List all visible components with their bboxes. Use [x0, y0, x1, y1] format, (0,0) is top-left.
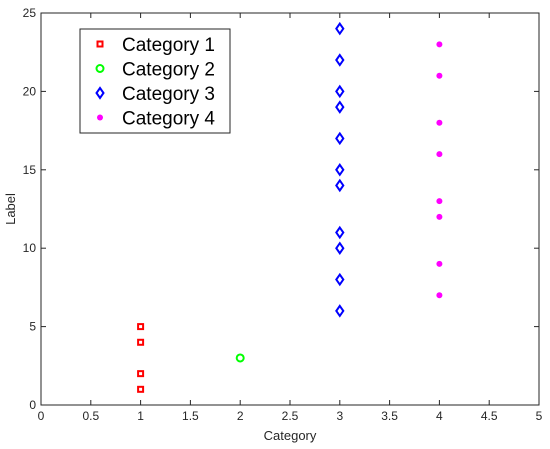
data-point [335, 21, 345, 36]
y-tick-label: 0 [29, 398, 36, 412]
data-point [436, 119, 443, 126]
data-point [335, 178, 345, 193]
data-point [335, 131, 345, 146]
data-point [335, 100, 345, 114]
data-point [436, 198, 443, 205]
x-tick-label: 3.5 [381, 409, 398, 423]
x-tick-label: 0 [38, 409, 45, 423]
y-tick-label: 5 [29, 320, 36, 334]
data-point [436, 260, 443, 267]
legend-label: Category 4 [122, 109, 215, 130]
data-point [137, 338, 145, 346]
x-tick-label: 3 [336, 409, 343, 423]
data-point [137, 370, 145, 378]
data-point [335, 84, 345, 99]
legend-marker [96, 40, 104, 48]
y-axis-title: Label [3, 193, 18, 225]
data-point [436, 213, 443, 220]
x-tick-label: 0.5 [82, 409, 99, 423]
y-tick-label: 25 [23, 6, 37, 20]
data-point [335, 225, 345, 240]
x-tick-label: 2.5 [282, 409, 299, 423]
data-point [137, 385, 145, 393]
data-point [436, 72, 443, 79]
legend-label: Category 2 [122, 60, 215, 81]
legend: Category 1 Category 2 Category 3 Category 4 [79, 28, 231, 134]
series-category-4 [436, 41, 443, 299]
legend-label: Category 3 [122, 84, 215, 105]
data-point [137, 323, 145, 331]
legend-marker [95, 86, 105, 100]
x-tick-label: 1 [137, 409, 144, 423]
series-category-2 [235, 353, 245, 363]
legend-marker [95, 64, 105, 73]
data-point [436, 41, 443, 48]
series-category-3 [335, 21, 345, 318]
legend-box [79, 28, 231, 134]
data-marks [137, 21, 443, 393]
x-tick-label: 4.5 [481, 409, 498, 423]
data-point [335, 53, 345, 67]
legend-marker [97, 114, 103, 121]
series-category-1 [137, 323, 145, 393]
data-point [436, 151, 443, 158]
legend-label: Category 1 [122, 35, 215, 56]
y-tick-label: 20 [23, 84, 37, 98]
data-point [235, 353, 245, 363]
data-point [335, 272, 345, 287]
x-tick-label: 4 [436, 409, 443, 423]
x-tick-label: 5 [536, 409, 543, 423]
data-point [335, 163, 345, 177]
data-point [436, 292, 443, 299]
x-tick-label: 2 [237, 409, 244, 423]
y-tick-label: 15 [23, 163, 37, 177]
x-tick-label: 1.5 [182, 409, 199, 423]
data-point [335, 304, 345, 318]
data-point [335, 241, 345, 255]
x-axis-title: Category [264, 428, 317, 443]
y-tick-label: 10 [23, 241, 37, 255]
